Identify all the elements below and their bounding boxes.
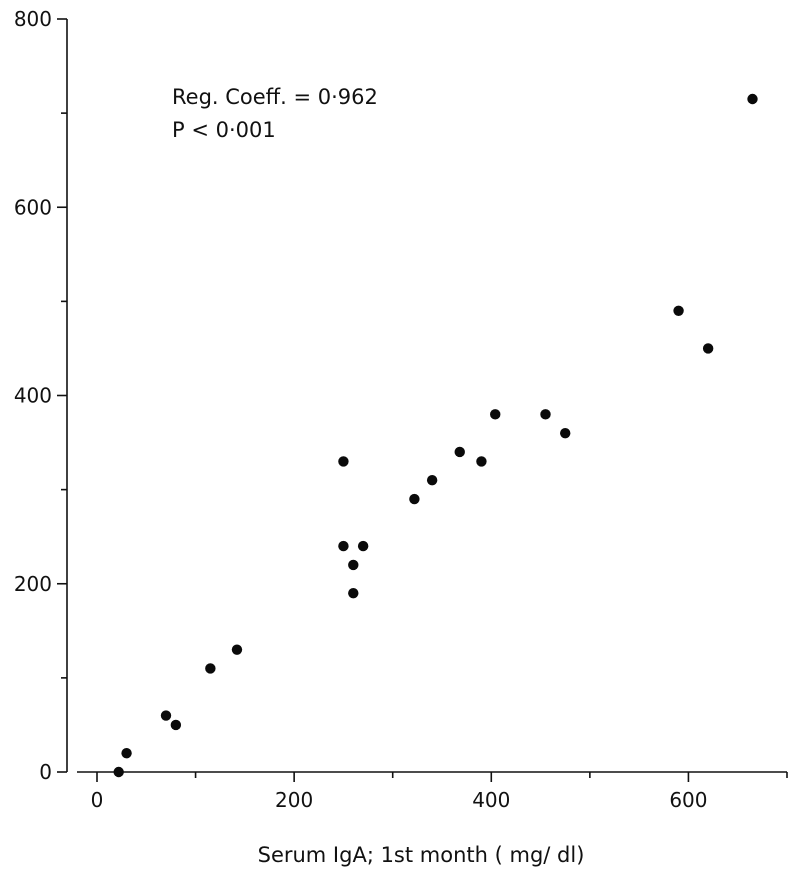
data-point <box>747 93 758 105</box>
data-point <box>160 710 172 721</box>
p-value-annotation: P < 0·001 <box>172 118 276 142</box>
x-axis-title: Serum IgA; 1st month ( mg/ dl) <box>258 843 585 867</box>
y-tick-label: 600 <box>14 195 52 219</box>
data-point <box>348 559 359 571</box>
x-tick-label: 200 <box>275 788 313 812</box>
tick-labels: 0 200 400 600 800 0 200 400 600 <box>14 7 708 812</box>
data-point <box>673 305 684 316</box>
data-point <box>560 427 571 439</box>
data-point <box>205 663 216 674</box>
y-tick-label: 0 <box>39 760 52 784</box>
y-tick-label: 200 <box>14 572 52 596</box>
data-point <box>426 475 438 486</box>
data-point <box>338 540 349 552</box>
data-point <box>702 343 714 354</box>
data-point <box>454 446 465 458</box>
y-tick-label: 400 <box>14 384 52 408</box>
data-point <box>348 587 359 599</box>
data-point <box>121 747 132 759</box>
data-points <box>113 93 758 778</box>
regression-coefficient-annotation: Reg. Coeff. = 0·962 <box>172 85 378 109</box>
ticks <box>57 18 788 782</box>
data-point <box>231 644 243 655</box>
data-point <box>170 719 182 731</box>
data-point <box>338 456 349 467</box>
data-point <box>476 456 487 467</box>
data-point <box>409 493 420 505</box>
data-point <box>357 540 369 552</box>
x-tick-label: 600 <box>669 788 707 812</box>
data-point <box>113 766 124 778</box>
data-point <box>540 409 551 420</box>
x-tick-label: 0 <box>91 788 104 812</box>
x-tick-label: 400 <box>472 788 510 812</box>
y-tick-label: 800 <box>14 7 52 31</box>
data-point <box>490 409 501 420</box>
